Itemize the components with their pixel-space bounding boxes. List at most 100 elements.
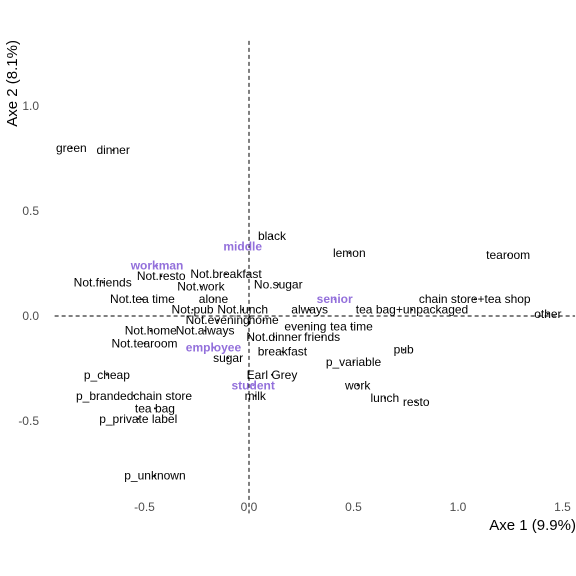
- point-label: breakfast: [258, 345, 308, 359]
- point-marker: [105, 373, 108, 376]
- point-marker: [70, 147, 73, 149]
- point-marker: [352, 361, 355, 364]
- point-label: friends: [304, 330, 340, 344]
- point-marker: [153, 407, 156, 410]
- point-label: lemon: [333, 246, 366, 260]
- point-marker: [321, 336, 324, 338]
- point-label: resto: [403, 395, 430, 409]
- point-label: Not.dinner: [246, 330, 301, 344]
- point-label: Not.pub: [172, 303, 214, 317]
- point-marker: [112, 149, 115, 152]
- point-marker: [101, 281, 104, 284]
- point-label: p_cheap: [84, 368, 130, 382]
- point-label: Not.home: [125, 324, 177, 338]
- point-label: dinner: [96, 143, 129, 157]
- x-tick-label: 1.0: [450, 500, 467, 514]
- point-marker: [333, 298, 336, 301]
- point-marker: [199, 285, 202, 288]
- point-marker: [227, 357, 230, 359]
- point-label: Not.tea time: [110, 292, 175, 306]
- point-label: p_unknown: [124, 469, 185, 483]
- point-label: sugar: [213, 351, 243, 365]
- point-marker: [160, 275, 163, 278]
- point-marker: [212, 346, 215, 349]
- point-label: Earl Grey: [247, 368, 298, 382]
- point-label: Not.breakfast: [190, 267, 262, 281]
- x-tick-label: 0.0: [241, 500, 258, 514]
- point-marker: [216, 319, 219, 322]
- point-label: employee: [186, 341, 242, 355]
- point-label: alone: [199, 292, 229, 306]
- point-label: green: [56, 141, 87, 155]
- point-marker: [143, 342, 146, 345]
- x-axis-ticks: -0.5 0.0 0.5 1.0 1.5: [134, 500, 571, 514]
- point-marker: [411, 308, 414, 311]
- point-label: tea bag: [135, 401, 175, 415]
- y-axis-title: Axe 2 (8.1%): [4, 40, 21, 127]
- point-marker: [133, 394, 136, 397]
- point-marker: [212, 298, 215, 301]
- point-marker: [204, 329, 207, 332]
- point-marker: [241, 245, 244, 248]
- point-marker: [252, 384, 255, 387]
- point-marker: [273, 336, 276, 338]
- point-label: milk: [245, 389, 267, 403]
- point-marker: [383, 396, 386, 399]
- point-marker: [415, 401, 418, 404]
- point-label: middle: [223, 240, 262, 254]
- point-label: tea bag+unpackaged: [356, 303, 468, 317]
- point-label: workman: [130, 259, 184, 273]
- point-marker: [308, 308, 311, 311]
- point-label: work: [344, 378, 371, 392]
- point-label: other: [534, 307, 561, 321]
- point-marker: [153, 474, 156, 477]
- point-marker: [546, 312, 549, 315]
- point-label: always: [291, 303, 328, 317]
- reference-lines: [54, 40, 576, 514]
- point-marker: [402, 348, 405, 351]
- point-label: home: [249, 313, 279, 327]
- point-marker: [254, 394, 257, 397]
- point-label: Not.evening: [186, 313, 250, 327]
- x-tick-label: 0.5: [345, 500, 362, 514]
- point-marker: [270, 235, 273, 238]
- point-marker: [241, 308, 244, 311]
- y-axis-ticks: -0.5 0.0 0.5 1.0: [18, 99, 39, 428]
- point-marker: [156, 264, 159, 267]
- point-label: Not.always: [176, 324, 235, 338]
- point-marker: [149, 329, 152, 332]
- y-tick-label: 0.5: [22, 204, 39, 218]
- point-marker: [225, 273, 228, 275]
- y-tick-label: -0.5: [18, 414, 39, 428]
- point-marker: [350, 325, 353, 328]
- point-label: senior: [317, 292, 353, 306]
- point-label: evening: [284, 320, 326, 334]
- y-tick-label: 1.0: [22, 99, 39, 113]
- point-marker: [277, 283, 280, 286]
- point-marker: [507, 254, 510, 257]
- point-marker: [270, 373, 273, 376]
- x-tick-label: -0.5: [134, 500, 155, 514]
- point-marker: [356, 384, 359, 387]
- point-label: p_brandedchain store: [76, 389, 192, 403]
- point-marker: [348, 252, 351, 254]
- y-tick-label: 0.0: [22, 309, 39, 323]
- point-marker: [137, 417, 140, 420]
- point-marker: [141, 298, 144, 301]
- point-label: Not.tearoom: [111, 336, 177, 350]
- point-label: lunch: [371, 391, 400, 405]
- point-label: p_variable: [326, 355, 382, 369]
- point-marker: [281, 350, 284, 353]
- point-label: black: [258, 229, 287, 243]
- point-marker: [191, 308, 194, 311]
- point-marker: [473, 298, 476, 301]
- point-marker: [262, 319, 265, 322]
- point-label: No.sugar: [254, 278, 303, 292]
- point-label: Not.work: [177, 280, 225, 294]
- point-marker: [304, 325, 307, 328]
- x-tick-label: 1.5: [554, 500, 571, 514]
- point-label: tea time: [330, 320, 373, 334]
- x-axis-title: Axe 1 (9.9%): [489, 517, 576, 534]
